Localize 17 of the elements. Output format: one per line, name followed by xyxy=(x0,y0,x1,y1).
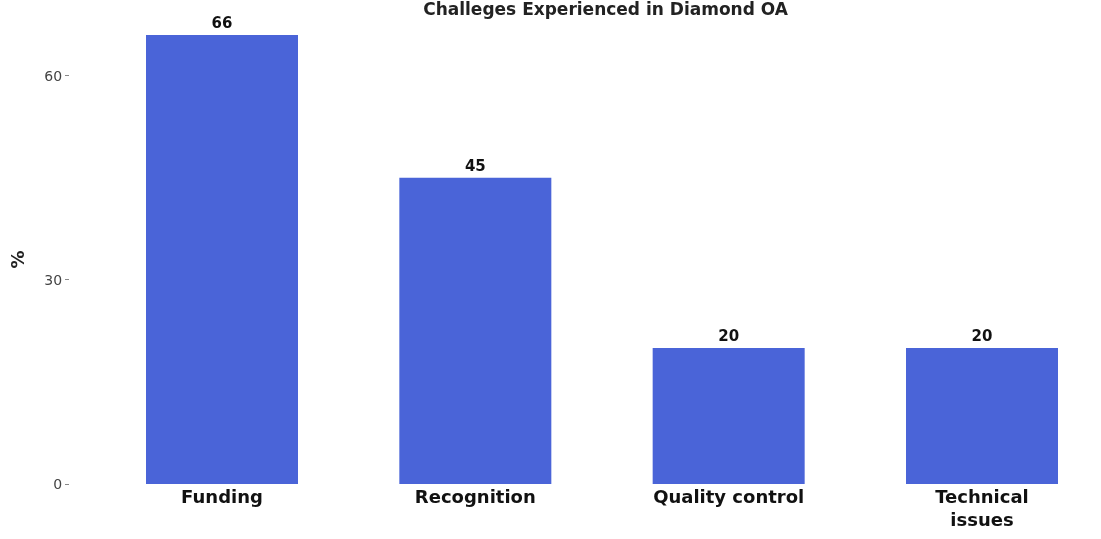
y-tick-label: 30 xyxy=(44,271,63,288)
y-tick-label: 0 xyxy=(53,475,63,492)
x-tick-label: Funding xyxy=(181,486,263,507)
data-label: 45 xyxy=(464,156,486,175)
data-label: 20 xyxy=(971,326,993,345)
y-tick-label: 60 xyxy=(44,67,63,84)
x-tick-label: Technical issues xyxy=(935,486,1029,531)
x-tick-label: Quality control xyxy=(653,486,805,507)
chart-title: Challeges Experienced in Diamond OA xyxy=(423,0,789,19)
bar xyxy=(906,347,1058,484)
bar xyxy=(652,347,805,484)
data-label: 66 xyxy=(211,14,233,32)
bar xyxy=(399,177,552,484)
data-label: 20 xyxy=(718,326,740,345)
y-axis-title: % xyxy=(6,250,28,269)
bar xyxy=(146,35,298,484)
x-tick-label: Recognition xyxy=(414,486,536,507)
